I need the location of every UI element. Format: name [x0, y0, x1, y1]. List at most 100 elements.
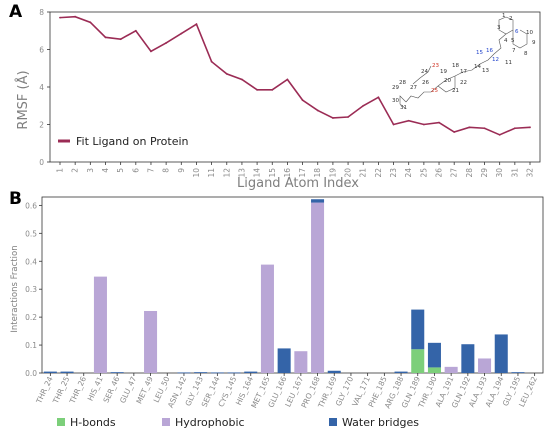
- mol-atom-25: 25: [431, 88, 438, 94]
- mol-atom-21: 21: [452, 88, 459, 94]
- rmsf-y-tick-label: 6: [39, 46, 44, 55]
- rmsf-point: [74, 15, 77, 18]
- mol-atom-28: 28: [399, 80, 406, 86]
- rmsf-point: [150, 50, 152, 53]
- bar-segment-h-bonds: [411, 349, 425, 373]
- rmsf-x-tick-label: 6: [131, 168, 140, 173]
- rmsf-point: [286, 78, 289, 81]
- mol-atom-3: 3: [497, 25, 501, 31]
- rmsf-x-tick-label: 30: [495, 168, 504, 178]
- rmsf-x-tick-label: 29: [480, 168, 489, 178]
- mol-atom-1: 1: [502, 13, 506, 19]
- rmsf-point: [422, 123, 425, 126]
- rmsf-point: [195, 23, 198, 26]
- rmsf-x-tick-label: 4: [101, 168, 110, 173]
- mol-atom-10: 10: [526, 30, 533, 36]
- rmsf-x-tick-label: 16: [283, 168, 292, 178]
- bar-segment-water-bridges: [461, 344, 475, 373]
- legend-label-hydrophobic: Hydrophobic: [175, 416, 245, 429]
- rmsf-x-tick-label: 19: [328, 168, 337, 178]
- bar-y-tick-label: 0.5: [25, 229, 37, 238]
- legend-swatch-hydrophobic: [162, 418, 170, 426]
- bar-y-tick-label: 0.3: [25, 285, 37, 294]
- bar-segment-water-bridges: [427, 342, 441, 368]
- bar-segment-hydrophobic: [93, 276, 107, 373]
- bar-y-tick-label: 0.6: [25, 201, 37, 210]
- bar-segment-water-bridges: [277, 348, 291, 373]
- mol-atom-29: 29: [392, 85, 399, 91]
- legend-swatch-hbonds: [57, 418, 65, 426]
- rmsf-x-axis-label: Ligand Atom Index: [237, 176, 359, 190]
- bar-segment-hydrophobic: [444, 366, 458, 373]
- rmsf-point: [59, 16, 61, 19]
- rmsf-x-tick-label: 15: [268, 168, 277, 178]
- rmsf-point: [438, 121, 440, 124]
- rmsf-x-tick-label: 3: [86, 168, 95, 173]
- mol-atom-13: 13: [482, 68, 489, 74]
- legend-label-hbonds: H-bonds: [70, 416, 116, 429]
- mol-atom-22: 22: [460, 80, 467, 86]
- rmsf-point: [89, 21, 92, 24]
- legend-swatch-water-bridges: [329, 418, 337, 426]
- mol-atom-11: 11: [505, 60, 512, 66]
- bar-segment-water-bridges: [210, 372, 224, 374]
- rmsf-point: [529, 126, 531, 129]
- rmsf-x-tick-label: 18: [313, 168, 322, 178]
- mol-atom-30: 30: [392, 98, 399, 104]
- rmsf-x-tick-label: 31: [510, 168, 519, 178]
- rmsf-y-tick-label: 2: [39, 121, 44, 130]
- rmsf-y-axis-label: RMSF (Å): [15, 70, 31, 129]
- bar-segment-water-bridges: [60, 371, 74, 373]
- bar-y-tick-label: 0.1: [25, 341, 37, 350]
- rmsf-point: [225, 72, 228, 75]
- rmsf-x-tick-label: 32: [526, 168, 535, 178]
- bar-segment-hydrophobic: [294, 351, 308, 373]
- rmsf-point: [332, 117, 334, 119]
- mol-atom-2: 2: [509, 16, 513, 22]
- mol-atom-26: 26: [422, 80, 429, 86]
- mol-atom-6: 6: [515, 29, 519, 35]
- rmsf-x-tick-label: 5: [116, 168, 125, 173]
- bar-legend: H-bonds Hydrophobic Water bridges: [57, 416, 419, 429]
- ligand-structure-diagram: 2 1 3 6 10 4 5 9 15 16 7 8 12 11 23 18 1…: [392, 13, 536, 111]
- rmsf-y-tick-label: 0: [39, 158, 44, 167]
- rmsf-x-tick-label: 26: [435, 168, 444, 178]
- rmsf-point: [210, 60, 213, 63]
- bar-segment-water-bridges: [311, 199, 325, 203]
- rmsf-point: [271, 88, 274, 91]
- rmsf-point: [119, 38, 122, 41]
- mol-atom-4: 4: [504, 38, 508, 44]
- rmsf-x-tick-label: 10: [192, 168, 201, 178]
- mol-atom-9: 9: [532, 40, 536, 46]
- rmsf-x-tick-label: 17: [298, 168, 307, 178]
- mol-atom-17: 17: [460, 69, 467, 75]
- bar-segment-hydrophobic: [144, 310, 158, 373]
- rmsf-x-tick-label: 1: [56, 168, 65, 173]
- mol-atom-16: 16: [486, 48, 493, 54]
- panel-label-b: B: [9, 189, 22, 209]
- bar-segment-water-bridges: [244, 371, 258, 373]
- rmsf-point: [377, 96, 380, 99]
- rmsf-point: [362, 104, 365, 107]
- mol-atom-20: 20: [444, 78, 451, 84]
- rmsf-x-tick-label: 8: [162, 168, 171, 173]
- rmsf-x-tick-label: 12: [222, 168, 231, 178]
- rmsf-x-tick-label: 24: [404, 168, 413, 178]
- bar-segment-hydrophobic: [311, 202, 325, 373]
- bar-segment-water-bridges: [110, 372, 124, 373]
- mol-atom-19: 19: [440, 69, 447, 75]
- bar-segment-hydrophobic: [478, 358, 492, 373]
- rmsf-x-tick-label: 27: [450, 168, 459, 178]
- bar-segment-water-bridges: [394, 371, 408, 373]
- mol-atom-24: 24: [421, 69, 428, 75]
- bar-y-axis-label: Interactions Fraction: [10, 245, 20, 332]
- mol-atom-15: 15: [476, 50, 483, 56]
- rmsf-legend-label: Fit Ligand on Protein: [76, 135, 189, 148]
- bar-segment-h-bonds: [427, 367, 441, 373]
- rmsf-point: [165, 42, 168, 44]
- rmsf-x-tick-label: 23: [389, 168, 398, 178]
- bar-segment-hydrophobic: [260, 264, 274, 373]
- mol-atom-23: 23: [432, 63, 439, 69]
